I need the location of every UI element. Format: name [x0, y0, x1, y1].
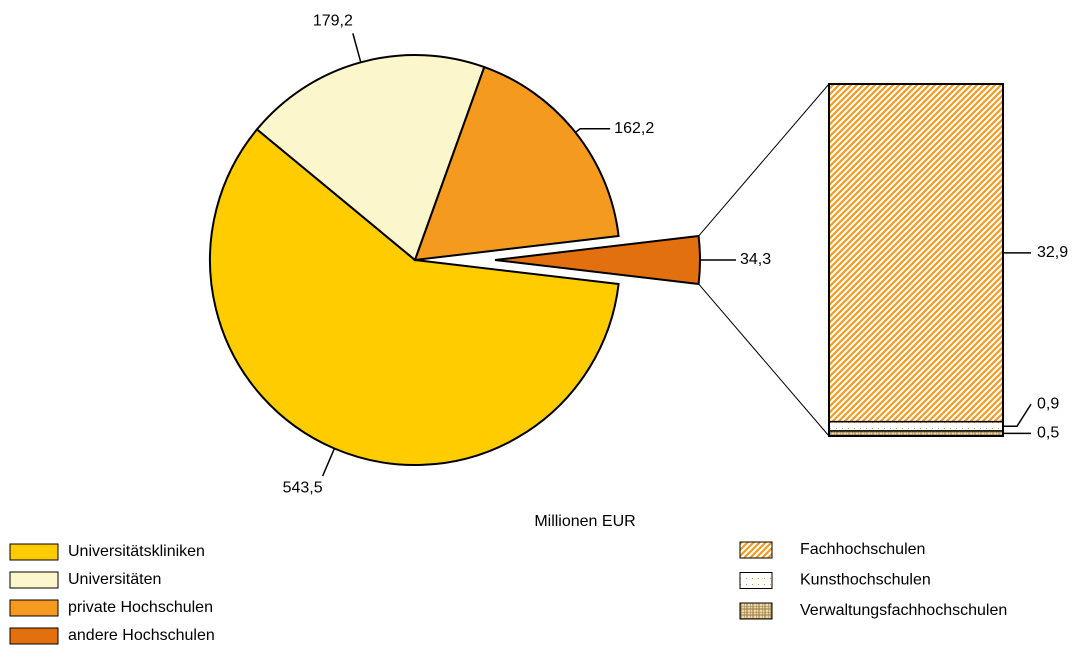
legend-label: Fachhochschulen [800, 541, 925, 558]
data-label: 34,3 [740, 251, 771, 268]
chart-subtitle: Millionen EUR [534, 513, 635, 530]
leader-line [352, 33, 362, 63]
legend-swatch [9, 543, 59, 561]
bar-segment [828, 420, 1004, 432]
legend-label: Universitätskliniken [68, 543, 205, 560]
bar-segment [828, 83, 1004, 423]
legend-label: Universitäten [68, 571, 161, 588]
leader-line [575, 127, 611, 134]
legend-label: Kunsthochschulen [800, 572, 931, 589]
leader-line [321, 448, 336, 477]
data-label: 162,2 [614, 120, 654, 137]
pie-slice [494, 234, 701, 286]
legend-swatch [9, 599, 59, 617]
legend-swatch [9, 627, 59, 645]
leader-line [1003, 403, 1032, 428]
legend-label: private Hochschulen [68, 599, 213, 616]
data-label: 32,9 [1037, 244, 1068, 261]
legend-label: andere Hochschulen [68, 627, 215, 644]
connector-line [698, 83, 830, 237]
legend-label: Verwaltungsfachhochschulen [800, 602, 1007, 619]
connector-line [698, 283, 830, 437]
legend-swatch [739, 602, 773, 620]
pie-slice [209, 127, 620, 466]
data-label: 0,9 [1037, 395, 1059, 412]
data-label: 0,5 [1037, 425, 1059, 442]
data-label: 179,2 [313, 13, 353, 30]
data-label: 543,5 [283, 479, 323, 496]
legend-swatch [9, 571, 59, 589]
legend-swatch [739, 572, 773, 589]
bar-outline [828, 83, 1004, 437]
legend-swatch [739, 541, 773, 559]
